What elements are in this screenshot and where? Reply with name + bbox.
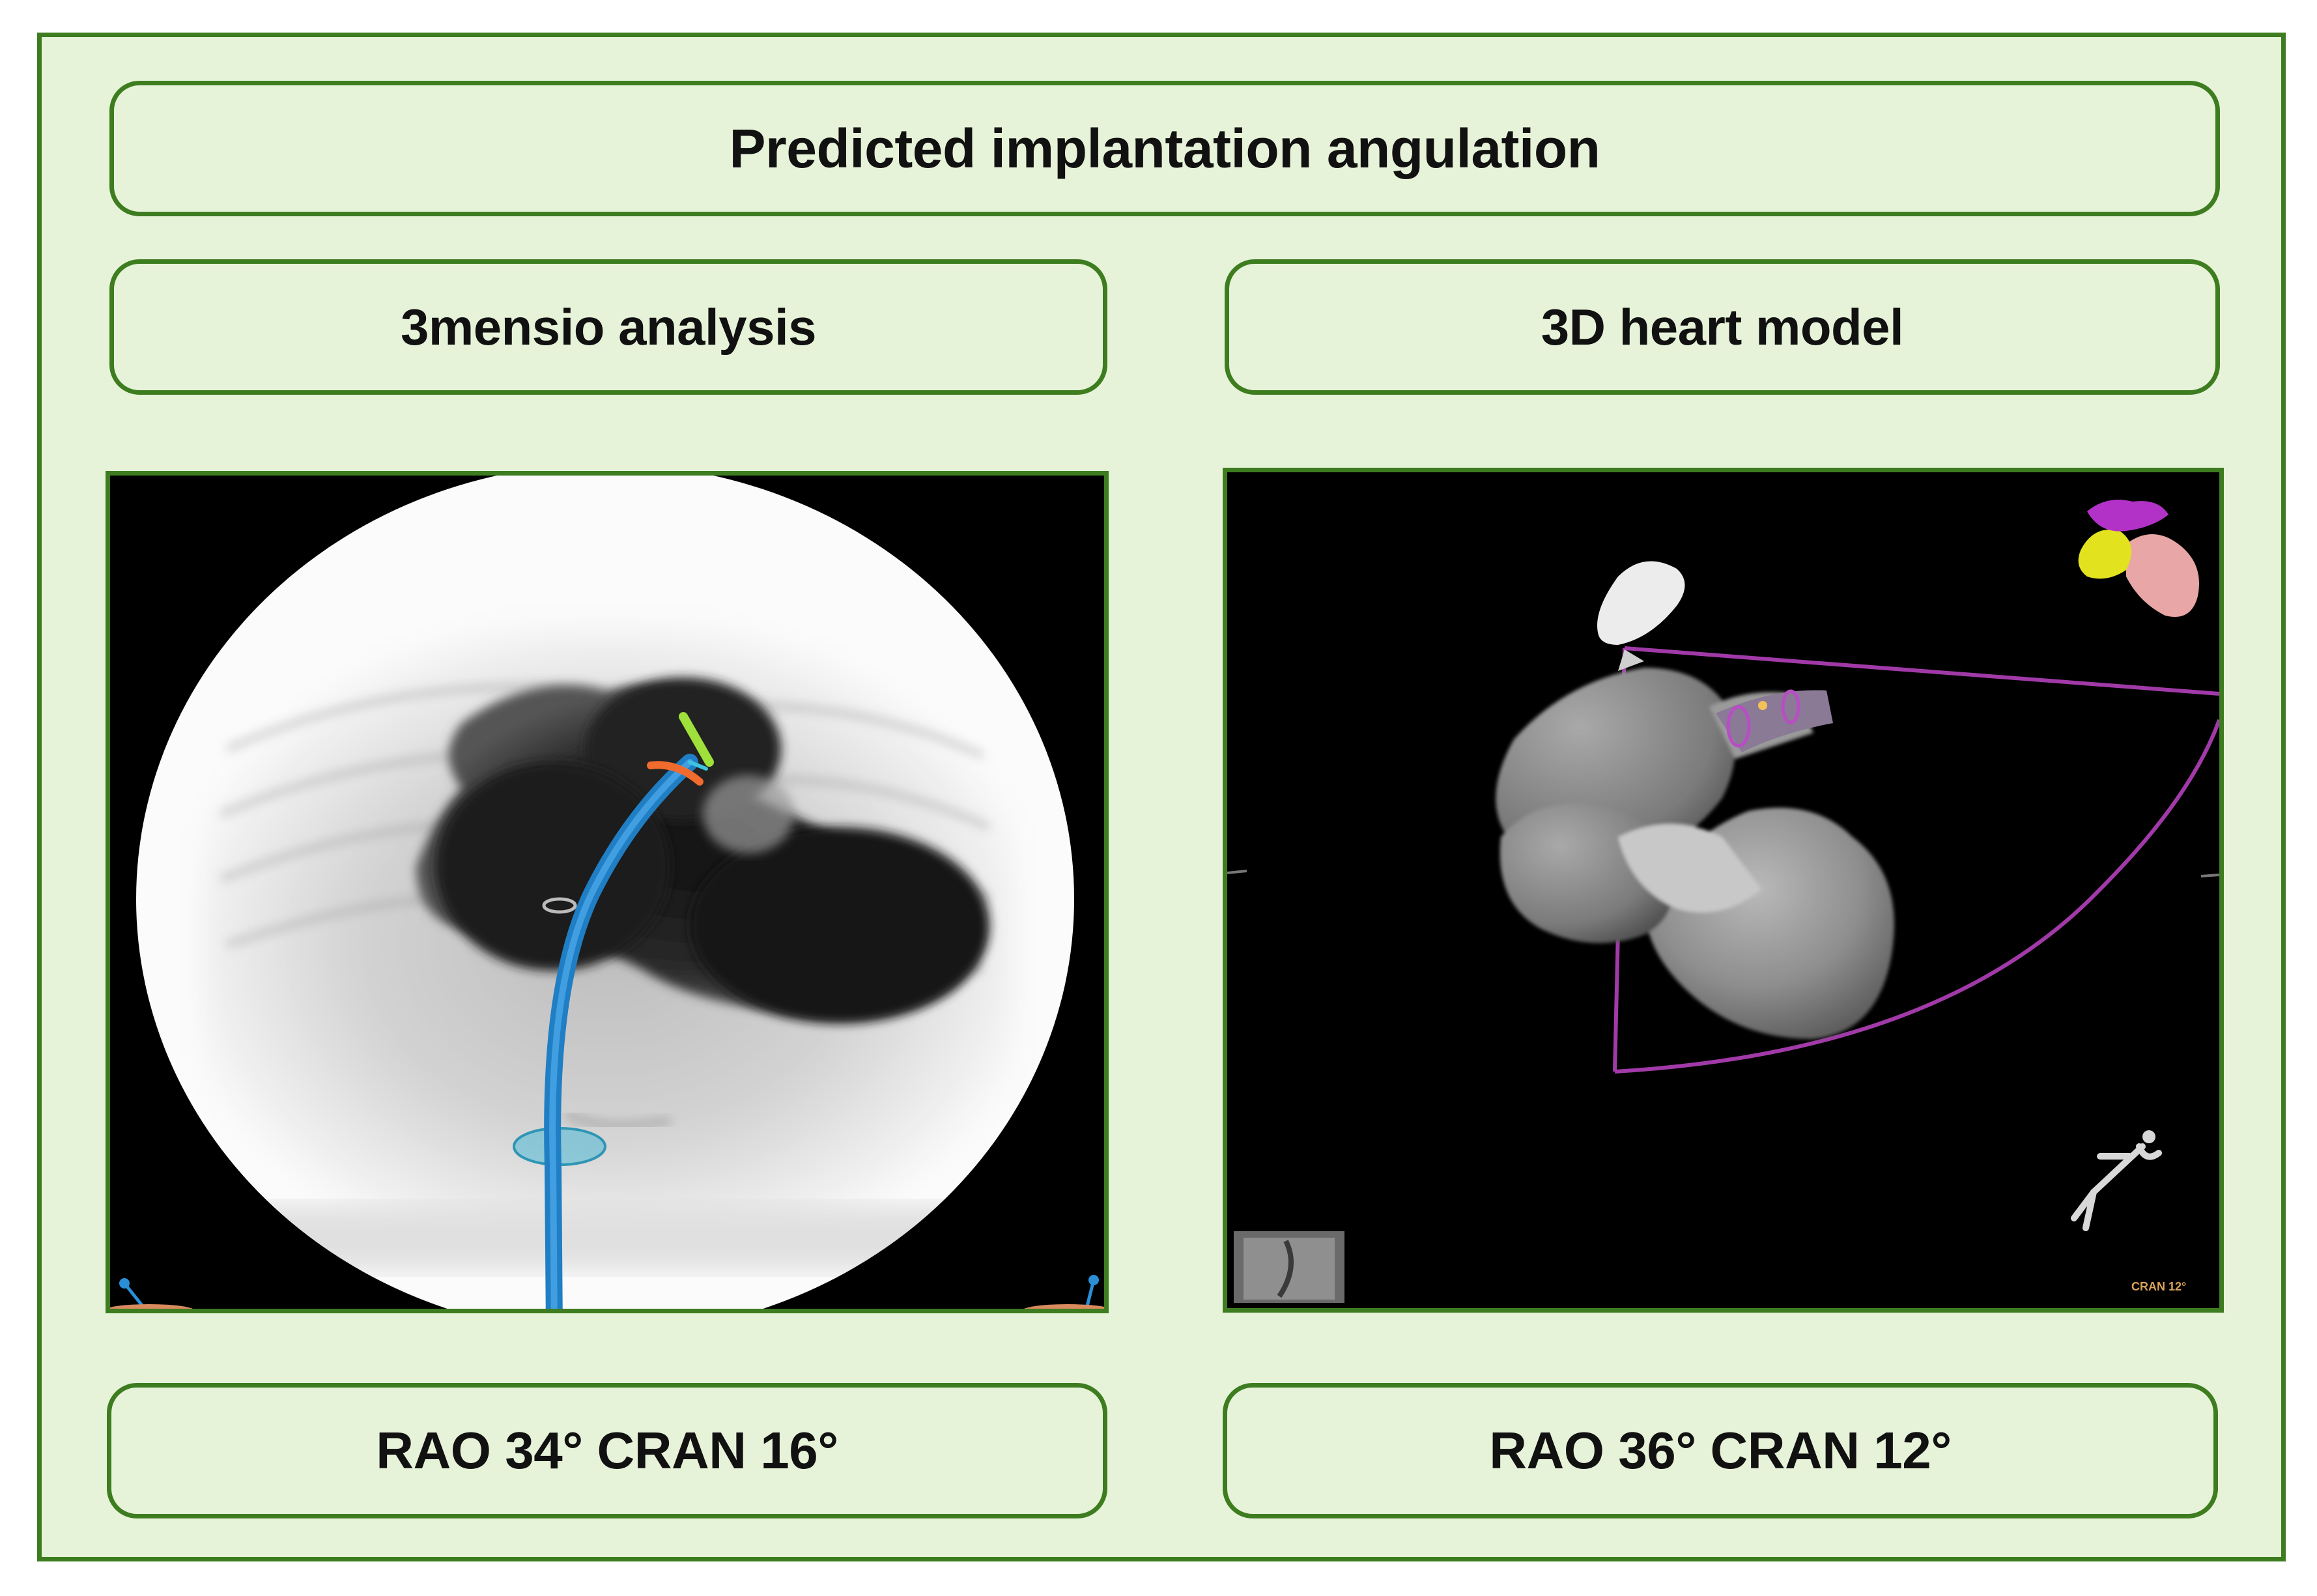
catheter-marker	[542, 897, 577, 914]
cran-angle-readout: CRAN 12°	[2131, 1280, 2187, 1293]
result-3d-heart-model: RAO 36° CRAN 12°	[1223, 1383, 2218, 1518]
orientation-heart-icon	[2078, 500, 2199, 617]
annulus-marker-orange	[647, 761, 704, 786]
orientation-marker-left	[110, 1278, 193, 1309]
aortic-root-model	[1716, 689, 1833, 752]
image-3d-heart-model: CRAN 12°	[1223, 468, 2224, 1313]
heart-model-render	[1227, 472, 2219, 1308]
method-label-3mensio: 3mensio analysis	[109, 259, 1107, 395]
fluoroscopy-image	[110, 476, 1104, 1309]
patient-orientation-figure	[2071, 1130, 2162, 1231]
orientation-marker-right	[1024, 1275, 1104, 1309]
image-3mensio-analysis	[106, 471, 1109, 1313]
method-label-3d-heart-model: 3D heart model	[1225, 259, 2220, 395]
c-arm-detector	[1597, 561, 1685, 645]
annulus-marker-green	[679, 712, 714, 767]
result-3mensio: RAO 34° CRAN 16°	[107, 1383, 1107, 1518]
figure-title: Predicted implantation angulation	[109, 81, 2220, 216]
